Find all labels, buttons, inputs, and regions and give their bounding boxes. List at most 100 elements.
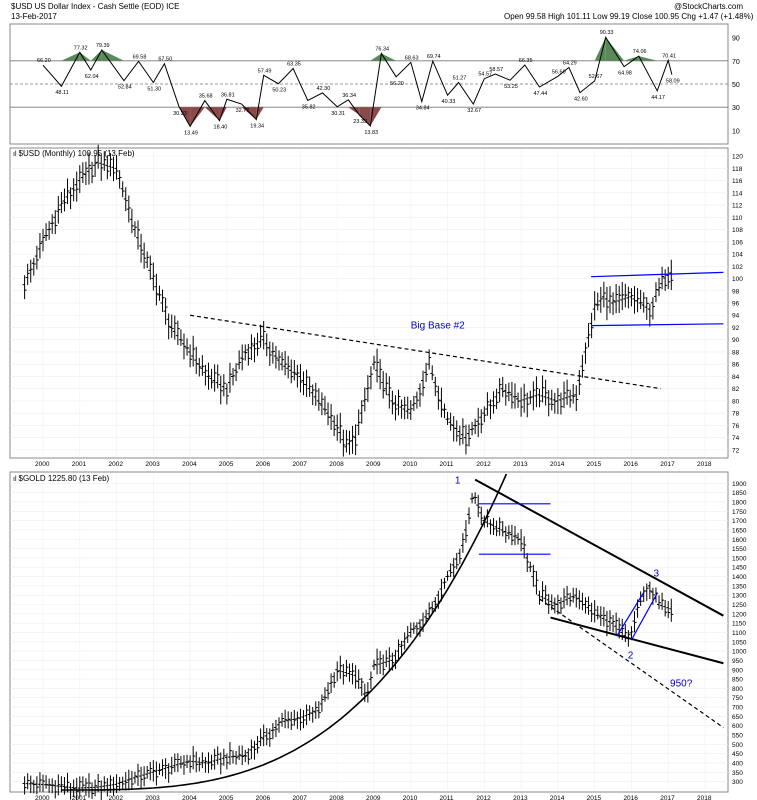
rsi-data-label: 58.09 — [666, 79, 680, 85]
bar-chart-icon: ıl — [13, 476, 17, 483]
usd-y-tick-label: 100 — [732, 276, 743, 283]
rsi-overbought-fill — [638, 56, 658, 61]
rsi-data-label: 64.29 — [563, 60, 577, 66]
gold-x-tick-label: 2003 — [145, 795, 160, 800]
gold-y-tick-label: 1350 — [732, 583, 747, 590]
rsi-data-label: 47.44 — [534, 91, 548, 97]
rsi-data-label: 42.60 — [574, 97, 588, 103]
gold-x-tick-label: 2009 — [366, 795, 381, 800]
gold-x-tick-label: 2016 — [623, 795, 638, 800]
rsi-tick-label: 90 — [732, 36, 740, 43]
usd-panel: Big Base #2 72 74 76 78 80 82 84 86 88 90 92 94 96 98… — [9, 144, 743, 468]
usd-annotation: Big Base #2 — [411, 321, 465, 332]
gold-y-tick-label: 1850 — [732, 490, 747, 497]
gold-x-tick-label: 2012 — [476, 795, 491, 800]
rsi-data-label: 69.58 — [133, 54, 147, 60]
usd-x-tick-label: 2011 — [440, 461, 454, 468]
gold-y-tick-label: 1800 — [732, 499, 747, 506]
rsi-overbought-fill — [605, 37, 625, 61]
gold-trendline — [539, 598, 724, 729]
usd-y-tick-label: 94 — [732, 313, 740, 320]
usd-y-axis: 72 74 76 78 80 82 84 86 88 90 92 94 96 98 100 102 104 106… — [732, 154, 743, 455]
rsi-overbought-fill — [61, 52, 80, 61]
gold-trendline — [474, 478, 724, 617]
rsi-data-label: 35.68 — [199, 94, 213, 100]
gold-y-tick-label: 650 — [732, 714, 743, 721]
gold-annotation: 3 — [654, 569, 660, 580]
rsi-data-label: 58.57 — [489, 67, 503, 73]
rsi-data-label: 52.67 — [589, 74, 603, 80]
rsi-overbought-fill — [79, 52, 91, 61]
usd-y-tick-label: 76 — [732, 423, 740, 430]
gold-x-tick-label: 2018 — [697, 795, 712, 800]
gold-y-tick-label: 800 — [732, 686, 743, 693]
rsi-data-label: 77.32 — [74, 45, 88, 51]
usd-y-tick-label: 112 — [732, 203, 743, 210]
rsi-data-label: 50.23 — [272, 88, 286, 94]
gold-x-tick-label: 2000 — [35, 795, 50, 800]
rsi-data-label: 66.20 — [37, 58, 51, 64]
rsi-data-label: 32.67 — [467, 108, 481, 114]
rsi-data-label: 74.06 — [633, 49, 647, 55]
gold-y-tick-label: 350 — [732, 770, 743, 777]
up-arrow-icon: ▲ — [756, 12, 757, 21]
gold-y-tick-label: 1050 — [732, 639, 747, 646]
usd-trendline — [590, 271, 724, 278]
rsi-data-label: 35.82 — [302, 104, 316, 110]
gold-y-tick-label: 1300 — [732, 593, 747, 600]
gold-y-tick-label: 1100 — [732, 630, 746, 637]
gold-panel: 1 2 3 950? 300 350 400 450 500 550 600 650 700 750 80… — [9, 471, 747, 800]
usd-y-tick-label: 118 — [732, 166, 743, 173]
usd-x-tick-label: 2002 — [109, 461, 124, 468]
gold-x-tick-label: 2010 — [403, 795, 418, 800]
rsi-data-label: 32.77 — [236, 108, 250, 114]
rsi-oversold-fill — [204, 107, 220, 121]
rsi-tick-label: 70 — [732, 59, 740, 66]
rsi-data-label: 63.35 — [287, 62, 301, 68]
rsi-tick-label: 50 — [732, 82, 740, 89]
gold-y-tick-label: 1000 — [732, 649, 747, 656]
rsi-data-label: 36.81 — [221, 92, 235, 98]
gold-x-tick-label: 2007 — [292, 795, 307, 800]
rsi-data-label: 40.33 — [442, 99, 456, 105]
gold-y-tick-label: 850 — [732, 677, 743, 684]
gold-annotation: 950? — [670, 679, 693, 690]
usd-x-tick-label: 2005 — [219, 461, 234, 468]
usd-y-tick-label: 110 — [732, 215, 743, 222]
rsi-data-label: 36.34 — [342, 93, 356, 99]
gold-y-tick-label: 1750 — [732, 509, 747, 516]
gold-annotation: 1 — [455, 475, 461, 486]
gold-trendlines — [474, 478, 724, 729]
rsi-oversold-fill — [359, 107, 371, 126]
bar-chart-icon: ıl — [13, 151, 17, 158]
rsi-overbought-fill — [624, 56, 639, 61]
usd-x-axis: 2000 2001 2002 2003 2004 2005 2006 2007 2008 2009… — [35, 461, 712, 468]
rsi-data-label: 30.23 — [173, 111, 187, 117]
gold-parabolic-curve — [61, 473, 508, 791]
rsi-overbought-fill — [370, 53, 382, 61]
usd-y-tick-label: 98 — [732, 288, 740, 295]
usd-annotations: Big Base #2 — [411, 321, 465, 332]
usd-y-tick-label: 84 — [732, 374, 740, 381]
gold-x-tick-label: 2002 — [109, 795, 124, 800]
usd-legend: ıl $USD (Monthly) 100.95 (13 Feb) — [13, 149, 135, 158]
gold-y-tick-label: 300 — [732, 779, 743, 786]
usd-trendline — [190, 314, 661, 390]
rsi-data-label: 67.50 — [158, 57, 172, 63]
rsi-data-label: 76.34 — [375, 46, 389, 52]
gold-y-tick-label: 1500 — [732, 555, 747, 562]
gold-y-tick-label: 1650 — [732, 527, 747, 534]
rsi-oversold-fill — [348, 107, 360, 115]
rsi-line — [42, 35, 673, 128]
brand-credit[interactable]: @StockCharts.com — [673, 2, 743, 11]
rsi-data-label: 66.35 — [519, 58, 533, 64]
gold-y-tick-label: 1150 — [732, 621, 746, 628]
gold-y-tick-label: 700 — [732, 705, 743, 712]
rsi-data-label: 30.31 — [331, 111, 345, 117]
rsi-data-label: 68.63 — [405, 55, 419, 61]
usd-y-tick-label: 114 — [732, 190, 743, 197]
gold-y-tick-label: 400 — [732, 760, 743, 767]
gold-y-tick-label: 1200 — [732, 611, 747, 618]
usd-x-tick-label: 2004 — [182, 461, 197, 468]
